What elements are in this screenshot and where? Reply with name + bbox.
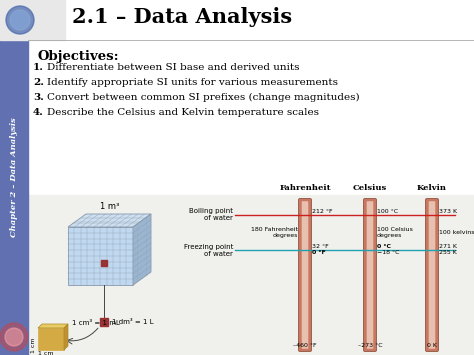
Text: 2.: 2. [33, 78, 44, 87]
Bar [0, 0, 28, 355]
Circle shape [10, 10, 30, 30]
Text: 100 °C: 100 °C [377, 209, 398, 214]
Text: 0 °F: 0 °F [312, 250, 326, 255]
Text: Differentiate between SI base and derived units: Differentiate between SI base and derive… [47, 63, 300, 72]
Text: 1 cm: 1 cm [38, 351, 54, 355]
Polygon shape [68, 227, 133, 285]
Polygon shape [64, 324, 68, 350]
Text: Boiling point
of water: Boiling point of water [189, 208, 233, 222]
Text: Describe the Celsius and Kelvin temperature scales: Describe the Celsius and Kelvin temperat… [47, 108, 319, 117]
Text: Kelvin: Kelvin [417, 184, 447, 192]
Text: 1.: 1. [33, 63, 44, 72]
Text: −18 °C: −18 °C [377, 250, 400, 255]
Polygon shape [68, 214, 151, 227]
Text: 1 cm³ = 1 mL: 1 cm³ = 1 mL [72, 320, 120, 326]
Text: Convert between common SI prefixes (change magnitudes): Convert between common SI prefixes (chan… [47, 93, 360, 102]
Text: 3.: 3. [33, 93, 44, 102]
FancyBboxPatch shape [367, 201, 374, 349]
Text: 100 Celsius
degrees: 100 Celsius degrees [377, 227, 413, 238]
Circle shape [5, 328, 23, 346]
Text: Celsius: Celsius [353, 184, 387, 192]
Text: 1 m³: 1 m³ [100, 202, 119, 211]
FancyBboxPatch shape [299, 198, 311, 351]
Text: 100 kelvins: 100 kelvins [439, 230, 474, 235]
FancyBboxPatch shape [428, 201, 435, 349]
Text: 1 cm: 1 cm [31, 337, 36, 353]
Text: 32 °F: 32 °F [312, 244, 329, 249]
FancyBboxPatch shape [364, 198, 376, 351]
Text: Identify appropriate SI units for various measurements: Identify appropriate SI units for variou… [47, 78, 338, 87]
Text: 180 Fahrenheit
degrees: 180 Fahrenheit degrees [251, 227, 298, 238]
Bar [28, 195, 474, 355]
Text: 0 °C: 0 °C [377, 244, 391, 249]
Text: 2.1 – Data Analysis: 2.1 – Data Analysis [72, 7, 292, 27]
Text: 373 K: 373 K [439, 209, 457, 214]
Bar [38, 328, 64, 350]
Text: Objectives:: Objectives: [38, 50, 119, 63]
Bar [0, 0, 65, 40]
Text: 255 K: 255 K [439, 250, 457, 255]
Text: –273 °C: –273 °C [358, 343, 383, 348]
Circle shape [0, 323, 28, 351]
Text: 0 K: 0 K [427, 343, 437, 348]
Text: 1 dm³ = 1 L: 1 dm³ = 1 L [112, 319, 154, 325]
Text: Chapter 2 – Data Analysis: Chapter 2 – Data Analysis [10, 117, 18, 237]
Text: Fahrenheit: Fahrenheit [279, 184, 331, 192]
FancyBboxPatch shape [426, 198, 438, 351]
Polygon shape [38, 324, 68, 328]
Text: 271 K: 271 K [439, 244, 457, 249]
Text: 212 °F: 212 °F [312, 209, 333, 214]
Text: –460 °F: –460 °F [293, 343, 317, 348]
Text: Freezing point
of water: Freezing point of water [183, 244, 233, 257]
Bar [101, 260, 107, 266]
Text: 4.: 4. [33, 108, 44, 117]
Polygon shape [133, 214, 151, 285]
Bar [100, 318, 108, 326]
Circle shape [6, 6, 34, 34]
FancyBboxPatch shape [301, 201, 308, 349]
